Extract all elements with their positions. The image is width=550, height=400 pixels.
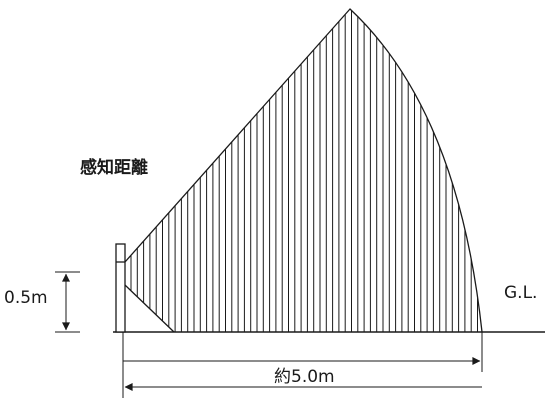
- distance-label: 約5.0m: [274, 367, 335, 387]
- height-label: 0.5m: [4, 288, 48, 308]
- ground-level-label: G.L.: [504, 283, 538, 303]
- detection-zone-hatching: [130, 9, 478, 332]
- detection-range-label: 感知距離: [80, 158, 148, 178]
- detection-zone-outline: [124, 8, 483, 333]
- sensor-post: [115, 243, 126, 333]
